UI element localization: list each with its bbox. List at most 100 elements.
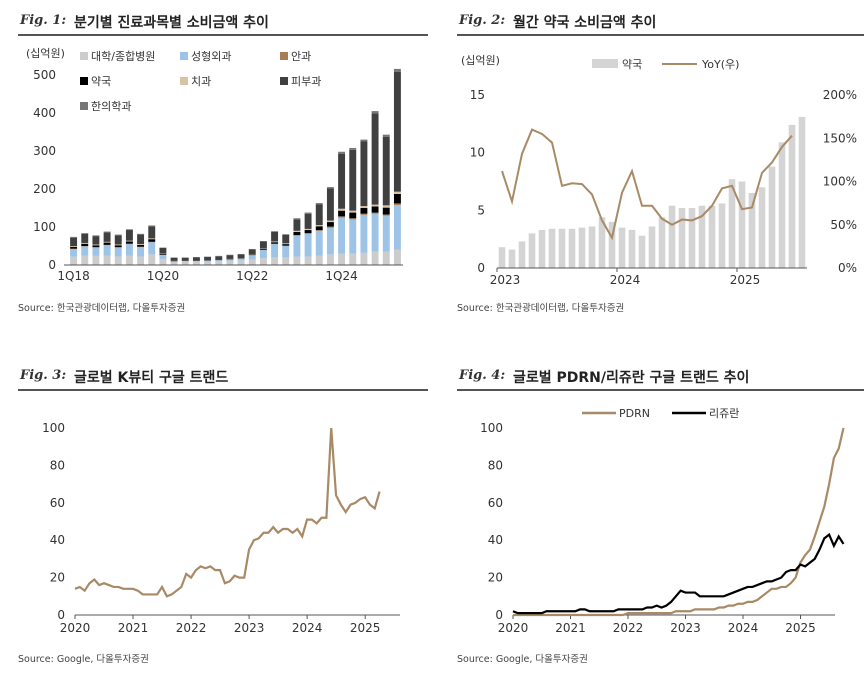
fig1-bar-segment bbox=[237, 260, 245, 265]
fig1-bar-segment bbox=[304, 228, 312, 231]
fig1-legend-label: 한의학과 bbox=[91, 100, 131, 113]
fig1-bar-segment bbox=[293, 235, 301, 257]
fig1-bar-segment bbox=[371, 212, 379, 214]
fig1-bar-segment bbox=[338, 216, 346, 218]
fig1-bar-segment bbox=[382, 251, 390, 265]
fig3-ytick: 0 bbox=[57, 608, 65, 622]
fig1-bar-segment bbox=[326, 222, 334, 227]
fig1-bar-segment bbox=[315, 226, 323, 231]
fig1-bar-segment bbox=[293, 231, 301, 235]
fig1-bar-segment bbox=[215, 256, 223, 260]
fig1-bar-segment bbox=[326, 226, 334, 228]
fig1-bar-segment bbox=[349, 210, 357, 213]
fig1-bar-segment bbox=[92, 235, 100, 237]
fig1-bar-segment bbox=[271, 241, 279, 243]
fig3-label: Fig. 3: bbox=[20, 368, 67, 383]
fig2-ytick-left: 15 bbox=[470, 88, 485, 102]
fig2-ytick-right: 200% bbox=[823, 88, 857, 102]
fig4-source: Source: Google, 다올투자증권 bbox=[457, 654, 588, 665]
fig1-bar-segment bbox=[114, 235, 122, 245]
fig1-bar-segment bbox=[125, 240, 133, 242]
fig1-legend-swatch bbox=[280, 52, 288, 60]
fig1-bar-segment bbox=[349, 218, 357, 220]
fig4-ytick: 40 bbox=[488, 533, 503, 547]
fig2-ytick-right: 150% bbox=[823, 131, 857, 145]
fig1-bar-segment bbox=[371, 251, 379, 265]
fig1-legend-swatch bbox=[280, 77, 288, 85]
fig1-bar-segment bbox=[360, 208, 368, 214]
fig1-bar-segment bbox=[360, 139, 368, 142]
fig1-bar-segment bbox=[114, 234, 122, 236]
fig1-bar-segment bbox=[204, 257, 212, 261]
fig4-chart: 0 20 40 60 80 100 2020 2021 2022 2023 2024 2025 PDRN… bbox=[480, 407, 845, 635]
fig1-bar-segment bbox=[326, 187, 334, 189]
fig2-xtick: 2023 bbox=[490, 273, 521, 287]
fig2-bar bbox=[528, 233, 536, 268]
fig4-title-bar: Fig. 4: 글로벌 PDRN/리쥬란 구글 트랜드 추이 bbox=[457, 365, 864, 391]
fig1-bar-segment bbox=[293, 218, 301, 220]
fig1-title: 분기별 진료과목별 소비금액 추이 bbox=[74, 15, 269, 31]
fig1-bar-segment bbox=[382, 205, 390, 208]
fig1-bar-segment bbox=[393, 204, 401, 250]
fig1-bar-segment bbox=[159, 247, 167, 254]
fig1-legend-swatch bbox=[80, 102, 88, 110]
fig1-bar-segment bbox=[248, 249, 256, 254]
fig2-bar bbox=[768, 166, 776, 268]
fig1-bar-segment bbox=[114, 245, 122, 248]
fig1-bar-segment bbox=[326, 188, 334, 221]
fig1-bar-segment bbox=[70, 246, 78, 249]
fig1-bar-segment bbox=[159, 254, 167, 260]
fig4-series-line bbox=[513, 427, 845, 617]
fig1-bar-segment bbox=[81, 233, 89, 243]
fig3-panel: Fig. 3: 글로벌 K뷰티 구글 트랜드 0 20 40 60 80 100 2020 2… bbox=[18, 365, 428, 670]
fig1-bar-segment bbox=[114, 256, 122, 265]
fig1-bar-segment bbox=[393, 203, 401, 205]
fig2-bar bbox=[598, 217, 606, 268]
fig4-label: Fig. 4: bbox=[459, 368, 506, 383]
fig1-bar-segment bbox=[237, 254, 245, 259]
fig1-bar-segment bbox=[315, 255, 323, 265]
fig2-bar bbox=[748, 193, 756, 268]
fig2-bar bbox=[798, 116, 806, 268]
fig1-bar-segment bbox=[282, 257, 290, 265]
fig1-bar-segment bbox=[360, 213, 368, 215]
fig1-legend-swatch bbox=[80, 77, 88, 85]
fig1-bar-segment bbox=[92, 244, 100, 246]
fig1-bar-segment bbox=[125, 244, 133, 256]
fig4-ytick: 80 bbox=[488, 458, 503, 472]
fig1-bar-segment bbox=[103, 242, 111, 245]
fig3-ytick: 40 bbox=[50, 533, 65, 547]
fig1-bar-segment bbox=[304, 230, 312, 234]
fig1-bar-segment bbox=[315, 230, 323, 231]
fig1-bar-segment bbox=[70, 236, 78, 238]
fig1-ytick: 0 bbox=[48, 258, 56, 272]
fig1-bar-segment bbox=[170, 261, 178, 262]
fig2-bar bbox=[548, 228, 556, 268]
fig1-bar-segment bbox=[170, 257, 178, 261]
fig1-label: Fig. 1: bbox=[20, 13, 67, 28]
fig1-bar-segment bbox=[382, 207, 390, 215]
fig1-bar-segment bbox=[349, 147, 357, 150]
fig3-xtick: 2023 bbox=[234, 621, 265, 635]
fig1-bar-segment bbox=[338, 153, 346, 209]
fig3-series-line bbox=[74, 427, 381, 598]
fig3-title-bar: Fig. 3: 글로벌 K뷰티 구글 트랜드 bbox=[18, 365, 428, 391]
fig1-bar-segment bbox=[271, 231, 279, 242]
fig2-bar bbox=[658, 217, 666, 268]
fig1-bar-segment bbox=[304, 256, 312, 265]
fig1-bar-segment bbox=[226, 259, 234, 261]
fig4-legend-label: PDRN bbox=[619, 407, 650, 420]
fig4-title: 글로벌 PDRN/리쥬란 구글 트랜드 추이 bbox=[513, 370, 750, 386]
fig4-xtick: 2023 bbox=[670, 621, 701, 635]
fig2-bar bbox=[648, 226, 656, 268]
fig1-bar-segment bbox=[293, 230, 301, 232]
fig1-bar-segment bbox=[338, 208, 346, 211]
fig1-bar-segment bbox=[148, 254, 156, 265]
fig4-xtick: 2025 bbox=[785, 621, 816, 635]
fig2-ytick-right: 50% bbox=[830, 218, 857, 232]
fig2-legend-swatch-bar bbox=[592, 59, 618, 68]
fig1-bar-segment bbox=[81, 246, 89, 256]
fig1-xtick: 1Q18 bbox=[57, 269, 89, 283]
fig1-bar-segment bbox=[226, 260, 234, 265]
